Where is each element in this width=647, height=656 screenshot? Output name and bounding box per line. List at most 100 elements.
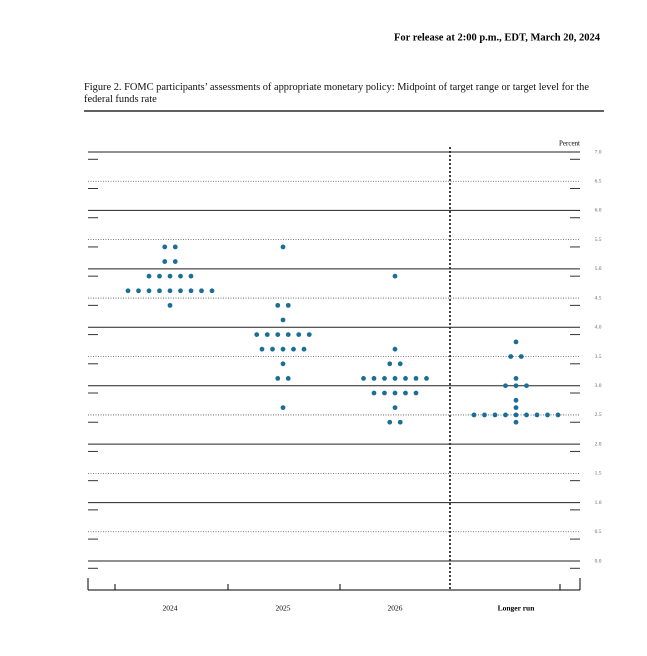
dot — [518, 354, 524, 359]
y-tick-label: 7.0 — [595, 149, 602, 155]
y-tick-label: 0.0 — [595, 558, 602, 564]
dot — [285, 332, 291, 337]
dot — [524, 383, 529, 389]
dot — [513, 383, 519, 389]
y-tick-label: 2.0 — [595, 441, 602, 447]
y-tick-label: 2.5 — [595, 412, 602, 418]
dot — [545, 412, 550, 418]
x-tick-label: 2024 — [163, 604, 178, 613]
dot — [172, 244, 178, 250]
dot — [188, 273, 194, 279]
dot — [513, 339, 519, 345]
dot — [167, 288, 173, 294]
dot — [392, 376, 398, 381]
dot — [387, 419, 393, 425]
dot — [482, 412, 487, 418]
dot — [513, 376, 519, 381]
dot — [371, 390, 377, 396]
y-tick-label: 1.0 — [595, 500, 602, 506]
dot — [178, 288, 183, 294]
dot — [280, 317, 286, 323]
dot — [167, 302, 173, 308]
dot — [513, 405, 519, 411]
dot — [136, 288, 141, 294]
dot — [254, 332, 260, 337]
dot — [188, 288, 194, 294]
dot — [471, 412, 477, 418]
dot — [392, 346, 398, 352]
dot — [397, 419, 403, 425]
dot — [524, 412, 529, 418]
dot — [392, 273, 398, 279]
y-tick-label: 3.0 — [595, 383, 602, 389]
x-tick-label: 2026 — [388, 604, 403, 613]
dot — [178, 273, 183, 279]
y-tick-label: 6.5 — [595, 178, 602, 184]
dot — [306, 332, 312, 337]
chart-title: Figure 2. FOMC participants’ assessments… — [84, 82, 589, 105]
y-axis-label: Percent — [559, 140, 580, 148]
dot — [280, 346, 286, 352]
dot — [285, 302, 291, 308]
dot — [291, 346, 296, 352]
dot — [513, 412, 519, 418]
dot — [413, 390, 419, 396]
dot — [382, 390, 387, 396]
dot — [275, 332, 281, 337]
dot — [403, 376, 408, 381]
dot — [259, 346, 265, 352]
dot — [167, 273, 173, 279]
y-tick-label: 5.0 — [595, 266, 602, 272]
dot — [403, 390, 408, 396]
dot — [296, 332, 302, 337]
y-tick-label: 0.5 — [595, 529, 602, 535]
dot — [162, 244, 168, 250]
y-tick-label: 3.5 — [595, 354, 602, 360]
dot — [280, 244, 286, 250]
dot — [508, 354, 514, 359]
dot — [382, 376, 387, 381]
dot — [125, 288, 131, 294]
x-tick-label: Longer run — [498, 604, 536, 613]
dot — [392, 405, 398, 411]
dot — [397, 361, 403, 367]
dot — [492, 412, 498, 418]
dot — [503, 383, 508, 389]
dot — [209, 288, 215, 294]
x-axis-ticks — [87, 578, 581, 590]
y-tick-label: 5.5 — [595, 237, 602, 243]
dot — [503, 412, 508, 418]
dot — [361, 376, 366, 381]
y-tick-label: 4.0 — [595, 325, 602, 331]
dot — [413, 376, 419, 381]
dot — [146, 273, 152, 279]
y-tick-label: 1.5 — [595, 471, 602, 477]
dot — [157, 288, 162, 294]
dot — [513, 419, 519, 425]
dot — [270, 346, 275, 352]
dot — [275, 302, 281, 308]
dot — [301, 346, 307, 352]
dot — [280, 405, 286, 411]
dot — [264, 332, 270, 337]
dot — [371, 376, 377, 381]
dot — [275, 376, 281, 381]
dot — [172, 259, 178, 264]
y-tick-label: 4.5 — [595, 295, 602, 301]
y-tick-label: 6.0 — [595, 208, 602, 214]
release-note: For release at 2:00 p.m., EDT, March 20,… — [394, 32, 601, 43]
dot — [513, 397, 519, 403]
dot — [162, 259, 168, 264]
x-tick-label: 2025 — [276, 604, 291, 613]
dot — [392, 390, 398, 396]
dot — [285, 376, 291, 381]
dot — [534, 412, 540, 418]
dot — [280, 361, 286, 367]
dot — [199, 288, 204, 294]
dot — [157, 273, 162, 279]
dot — [146, 288, 152, 294]
dot — [555, 412, 561, 418]
dot — [424, 376, 429, 381]
